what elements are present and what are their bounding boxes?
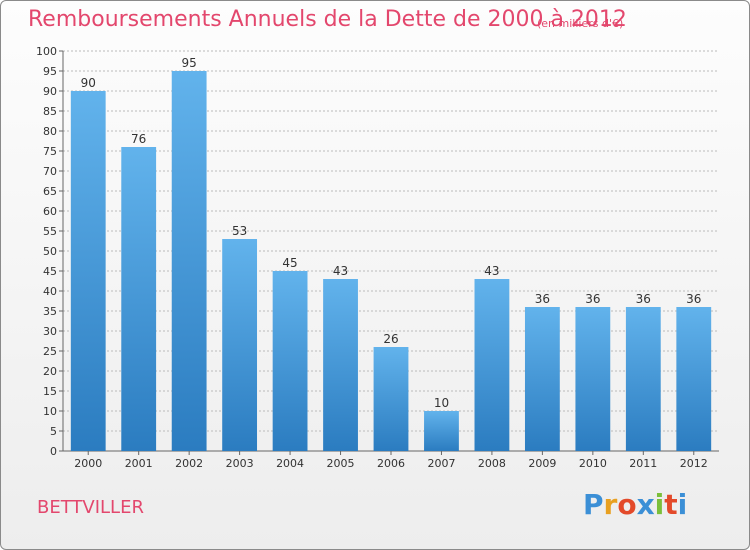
chart-title: Remboursements Annuels de la Dette de 20… bbox=[28, 7, 627, 32]
logo-letter: t bbox=[664, 488, 678, 521]
bar bbox=[272, 271, 308, 451]
y-tick-label: 100 bbox=[36, 45, 57, 58]
bar bbox=[524, 307, 560, 451]
y-tick-label: 90 bbox=[43, 85, 57, 98]
y-tick-label: 35 bbox=[43, 305, 57, 318]
y-tick-label: 70 bbox=[43, 165, 57, 178]
y-tick-label: 30 bbox=[43, 325, 57, 338]
y-tick-label: 5 bbox=[50, 425, 57, 438]
proxiti-logo: Proxiti bbox=[583, 488, 687, 521]
y-tick-label: 0 bbox=[50, 445, 57, 458]
x-tick-label: 2011 bbox=[629, 457, 657, 470]
x-tick-label: 2006 bbox=[377, 457, 405, 470]
bar bbox=[474, 279, 510, 451]
x-tick-label: 2009 bbox=[528, 457, 556, 470]
logo-letter: i bbox=[677, 488, 688, 521]
x-tick-label: 2003 bbox=[226, 457, 254, 470]
bar-value-label: 26 bbox=[383, 332, 398, 346]
y-tick-label: 80 bbox=[43, 125, 57, 138]
x-tick-label: 2012 bbox=[680, 457, 708, 470]
chart-unit: (en milliers d'€) bbox=[537, 17, 624, 30]
bar bbox=[625, 307, 661, 451]
bar-value-label: 36 bbox=[686, 292, 701, 306]
y-tick-label: 55 bbox=[43, 225, 57, 238]
x-tick-label: 2005 bbox=[327, 457, 355, 470]
logo-letter: r bbox=[603, 488, 618, 521]
bar bbox=[222, 239, 258, 451]
bar-value-label: 10 bbox=[434, 396, 449, 410]
bar bbox=[171, 71, 207, 451]
y-tick-label: 60 bbox=[43, 205, 57, 218]
y-tick-label: 25 bbox=[43, 345, 57, 358]
y-tick-label: 95 bbox=[43, 65, 57, 78]
y-tick-label: 65 bbox=[43, 185, 57, 198]
bar bbox=[323, 279, 358, 451]
logo-letter: x bbox=[636, 488, 655, 521]
bar bbox=[121, 147, 157, 451]
bar-value-label: 36 bbox=[585, 292, 600, 306]
logo-letter: P bbox=[583, 488, 604, 521]
bars: 90 76 95 53 45 43 26 10 43 36 36 36 36 bbox=[70, 56, 712, 451]
bar-value-label: 95 bbox=[182, 56, 197, 70]
y-tick-label: 75 bbox=[43, 145, 57, 158]
y-tick-label: 20 bbox=[43, 365, 57, 378]
x-tick-label: 2004 bbox=[276, 457, 304, 470]
x-tick-label: 2007 bbox=[427, 457, 455, 470]
y-tick-label: 10 bbox=[43, 405, 57, 418]
x-tick-label: 2002 bbox=[175, 457, 203, 470]
bar-value-label: 53 bbox=[232, 224, 247, 238]
y-tick-label: 85 bbox=[43, 105, 57, 118]
bar bbox=[676, 307, 712, 451]
logo-letter: o bbox=[617, 488, 637, 521]
y-tick-label: 45 bbox=[43, 265, 57, 278]
x-tick-label: 2008 bbox=[478, 457, 506, 470]
city-name: BETTVILLER bbox=[37, 497, 144, 518]
bar-value-label: 43 bbox=[333, 264, 348, 278]
bar bbox=[70, 91, 106, 451]
y-tick-label: 40 bbox=[43, 285, 57, 298]
bar bbox=[373, 347, 409, 451]
bar-value-label: 36 bbox=[636, 292, 651, 306]
bar-value-label: 90 bbox=[81, 76, 96, 90]
logo-letter: i bbox=[654, 488, 665, 521]
bar-value-label: 76 bbox=[131, 132, 146, 146]
x-tick-label: 2000 bbox=[74, 457, 102, 470]
y-tick-label: 50 bbox=[43, 245, 57, 258]
bar bbox=[575, 307, 611, 451]
bar-value-label: 45 bbox=[282, 256, 297, 270]
bar bbox=[424, 411, 459, 451]
x-axis: 2000 2001 2002 2003 2004 2005 2006 2007 2008 2009… bbox=[74, 451, 708, 470]
x-tick-label: 2010 bbox=[579, 457, 607, 470]
bar-value-label: 36 bbox=[535, 292, 550, 306]
x-tick-label: 2001 bbox=[125, 457, 153, 470]
y-tick-label: 15 bbox=[43, 385, 57, 398]
bar-value-label: 43 bbox=[484, 264, 499, 278]
